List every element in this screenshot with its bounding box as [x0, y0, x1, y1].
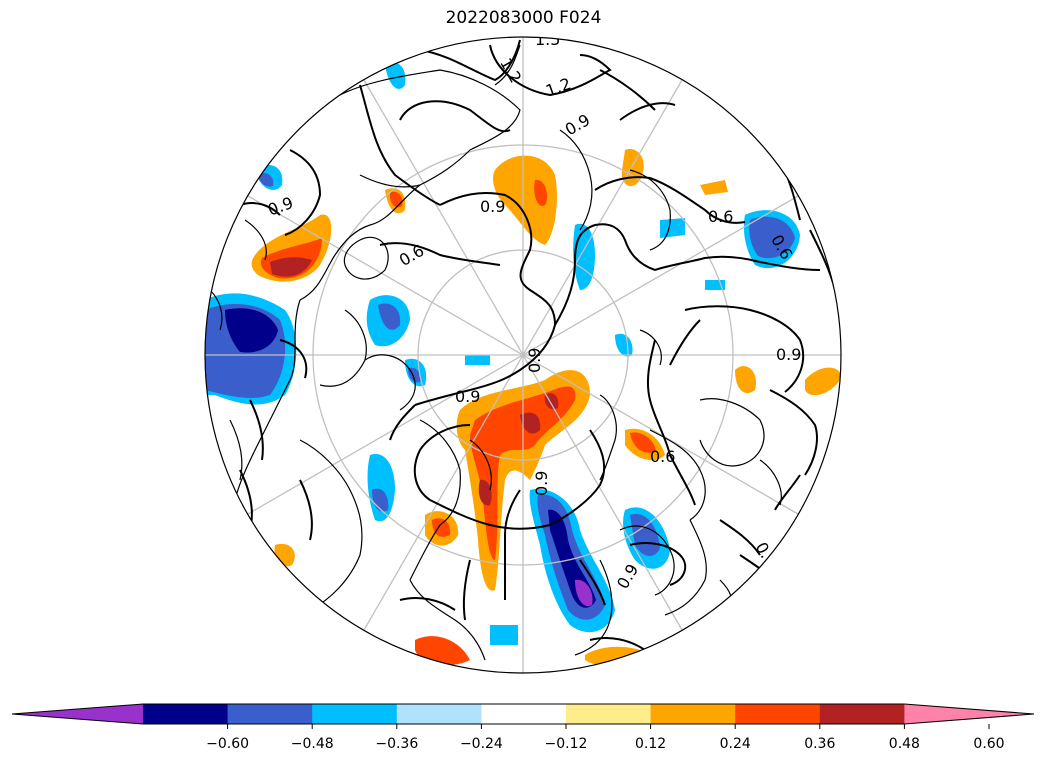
- colorbar-tick-label: 0.12: [635, 736, 667, 752]
- coastlines: [209, 44, 782, 661]
- colorbar-tick-label: −0.48: [290, 736, 334, 752]
- colorbar-segment: [312, 704, 398, 724]
- colorbar-segment: [819, 704, 905, 724]
- map-boundary: [204, 36, 842, 674]
- colorbar-tick-label: 0.60: [973, 736, 1005, 752]
- colorbar-segment: [735, 704, 821, 724]
- colorbar-tick-label: 0.24: [719, 736, 751, 752]
- colorbar-extend-high: [904, 704, 1034, 724]
- colorbar-segment: [566, 704, 652, 724]
- contour-label: 0.9: [480, 197, 505, 216]
- contour-label: 0.9: [776, 345, 801, 364]
- colorbar-segment: [143, 704, 229, 724]
- colorbar-segment: [481, 704, 567, 724]
- contours: [239, 39, 836, 651]
- map-title: 2022083000 F024: [445, 8, 602, 28]
- colorbar-segment: [227, 704, 313, 724]
- contour-label: 0.9: [455, 387, 480, 406]
- colorbar-tick-label: −0.24: [459, 736, 503, 752]
- colorbar-tick-label: 0.36: [804, 736, 836, 752]
- colorbar-segment: [396, 704, 482, 724]
- colorbar-tick-label: −0.60: [206, 736, 250, 752]
- contour-label: 1.5: [535, 30, 560, 49]
- polar-map: 1.5 1.2 1.2 0.9 0.9 0.9 0.6 0.6 0.9 0.9 …: [204, 30, 842, 674]
- colorbar-extend-low: [12, 704, 143, 724]
- colorbar-segment: [650, 704, 736, 724]
- colorbar-tick-label: −0.12: [544, 736, 588, 752]
- colorbar-tick-label: −0.36: [375, 736, 419, 752]
- colorbar-tick-label: 0.48: [888, 736, 920, 752]
- contour-label: 0.6: [708, 207, 733, 226]
- contour-label: 0.9: [525, 348, 544, 373]
- contour-label: 0.6: [650, 447, 675, 466]
- contour-label: 0.9: [532, 471, 551, 496]
- colorbar-outline: [11, 703, 1035, 725]
